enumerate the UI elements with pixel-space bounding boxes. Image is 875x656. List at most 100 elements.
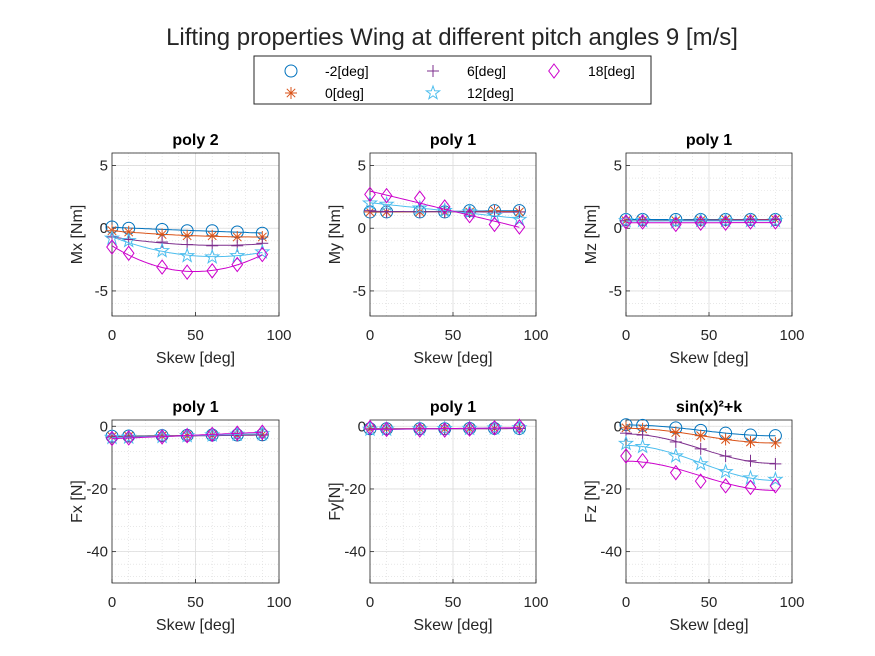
legend: -2[deg] 0[deg] 6[deg] 12[deg] 18[deg] <box>253 55 652 105</box>
legend-marker-3 <box>427 65 439 77</box>
data-point <box>744 214 757 230</box>
data-point <box>229 247 246 263</box>
data-point <box>513 418 526 435</box>
data-point <box>617 212 635 228</box>
fit-line-12deg <box>369 202 520 219</box>
data-point <box>122 245 135 262</box>
data-point <box>694 429 707 442</box>
x-axis-label: Skew [deg] <box>413 617 492 634</box>
y-tick-label: -40 <box>600 544 622 561</box>
fit-line-12deg <box>626 445 776 481</box>
data-point <box>380 421 393 438</box>
legend-marker-4 <box>424 84 442 100</box>
fit-line-18deg <box>369 190 520 228</box>
data-point <box>411 420 428 436</box>
y-tick-label: -20 <box>344 481 366 498</box>
y-tick-label: 0 <box>358 220 366 237</box>
legend-label-5: 18[deg] <box>588 63 635 79</box>
data-point <box>636 422 649 435</box>
data-point <box>438 422 451 438</box>
data-point <box>669 435 682 448</box>
data-point <box>122 430 135 446</box>
data-point <box>380 205 393 218</box>
y-tick-label: 0 <box>614 220 622 237</box>
data-point <box>179 427 196 443</box>
data-point <box>204 426 221 442</box>
legend-label-3: 6[deg] <box>467 63 506 79</box>
x-tick-label: 0 <box>366 594 374 611</box>
data-point <box>667 447 684 463</box>
legend-marker-5 <box>548 63 560 79</box>
data-point <box>378 420 395 437</box>
data-point <box>620 214 632 230</box>
y-tick-label: -20 <box>600 481 622 498</box>
data-point <box>692 212 709 228</box>
data-point <box>488 216 501 233</box>
data-point <box>620 448 632 464</box>
data-point <box>231 231 244 244</box>
data-point <box>769 214 782 230</box>
y-axis-label: Mx [Nm] <box>69 205 86 265</box>
x-tick-label: 0 <box>366 327 374 344</box>
data-point <box>438 199 451 215</box>
data-point <box>204 248 221 264</box>
fit-line-18deg <box>111 431 263 440</box>
x-tick-label: 50 <box>701 327 718 344</box>
x-tick-label: 50 <box>701 594 718 611</box>
y-axis-label: Fx [N] <box>69 480 86 523</box>
y-tick-label: -40 <box>86 544 108 561</box>
data-point <box>694 442 707 455</box>
data-point <box>231 256 244 273</box>
y-tick-label: -5 <box>353 283 366 300</box>
data-point <box>256 424 269 441</box>
data-point <box>364 419 376 436</box>
data-point <box>153 242 171 258</box>
data-point <box>719 477 732 494</box>
subplot-title: poly 1 <box>172 399 218 416</box>
data-point <box>717 463 734 479</box>
data-point <box>156 259 168 275</box>
subplot-title: poly 1 <box>686 132 732 149</box>
data-point <box>231 425 244 441</box>
data-point <box>364 186 376 203</box>
y-axis-label: My [Nm] <box>327 205 344 265</box>
x-tick-label: 100 <box>266 327 291 344</box>
data-point <box>153 428 171 444</box>
y-tick-label: 0 <box>100 418 108 435</box>
data-point <box>120 428 137 445</box>
x-axis-label: Skew [deg] <box>669 350 748 367</box>
data-point <box>103 429 121 445</box>
data-point <box>486 207 503 223</box>
y-tick-label: -40 <box>344 544 366 561</box>
data-point <box>634 438 651 454</box>
x-tick-label: 50 <box>187 327 204 344</box>
subplot-title: sin(x)²+k <box>676 399 742 416</box>
data-point <box>181 264 194 280</box>
data-point <box>669 216 682 233</box>
y-tick-label: 5 <box>358 158 366 175</box>
data-point <box>617 434 635 451</box>
data-point <box>413 190 426 206</box>
data-point <box>513 219 526 235</box>
data-point <box>769 477 782 494</box>
x-tick-label: 100 <box>779 327 804 344</box>
data-point <box>463 421 476 437</box>
x-tick-label: 50 <box>445 594 462 611</box>
data-point <box>767 212 784 228</box>
data-point <box>692 455 709 471</box>
data-point <box>742 212 759 228</box>
data-point <box>488 420 501 436</box>
legend-marker-1 <box>284 64 298 78</box>
data-point <box>463 207 476 224</box>
x-tick-label: 0 <box>622 594 630 611</box>
x-tick-label: 100 <box>523 327 548 344</box>
fit-line-12deg <box>111 236 263 258</box>
data-point <box>378 195 395 212</box>
data-point <box>206 229 219 242</box>
y-axis-label: Fz [N] <box>583 480 600 523</box>
data-point <box>694 473 707 489</box>
data-point <box>156 429 168 445</box>
data-point <box>719 433 732 446</box>
